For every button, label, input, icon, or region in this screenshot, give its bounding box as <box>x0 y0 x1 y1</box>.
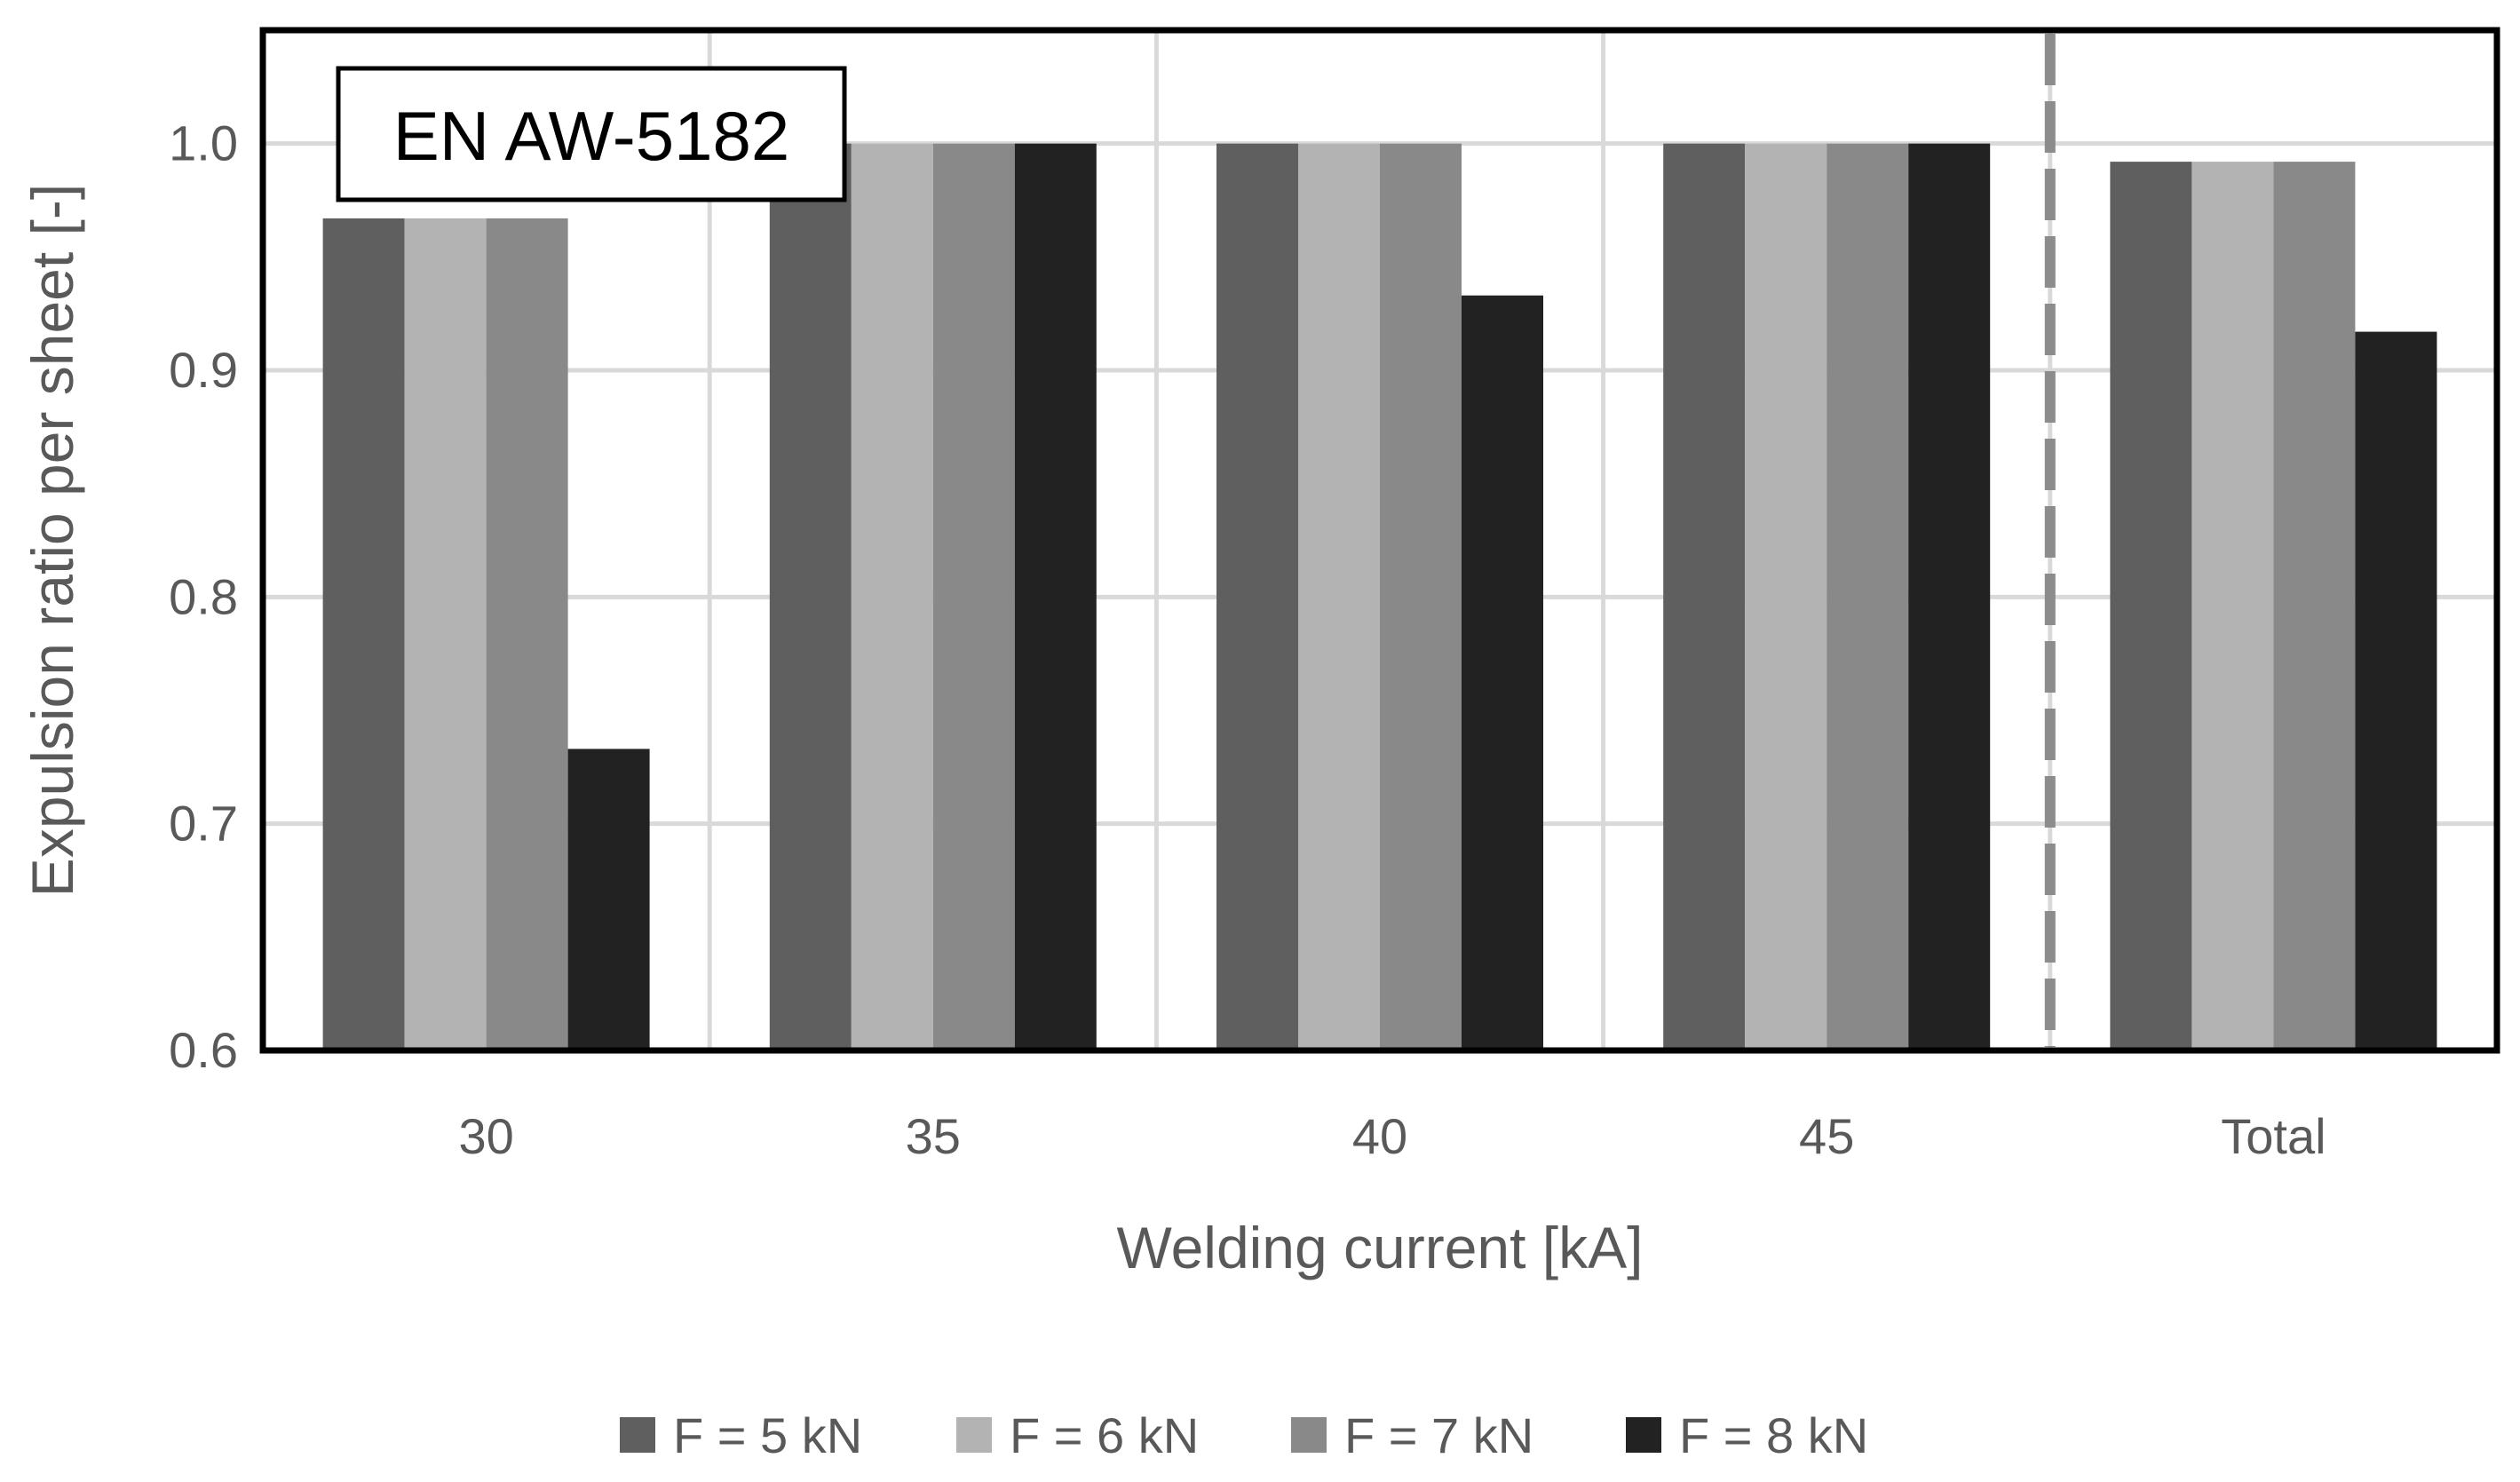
y-axis-title: Expulsion ratio per sheet [-] <box>20 184 85 897</box>
legend-swatch <box>1291 1417 1327 1453</box>
bar-35-f-8-kn <box>1014 143 1097 1050</box>
bar-40-f-6-kn <box>1298 143 1380 1050</box>
legend: F = 5 kN F = 6 kN F = 7 kN F = 8 kN <box>620 1407 1868 1463</box>
y-tick-label: 0.7 <box>169 796 238 852</box>
bar-40-f-7-kn <box>1380 143 1462 1050</box>
bar-30-f-7-kn <box>486 218 568 1051</box>
bar-40-f-5-kn <box>1216 143 1298 1050</box>
legend-label: F = 8 kN <box>1679 1407 1868 1463</box>
bar-30-f-5-kn <box>322 218 405 1051</box>
bar-total-f-8-kn <box>2355 331 2437 1050</box>
x-axis-ticks: 30 35 40 45 Total <box>458 1108 2326 1164</box>
bar-35-f-5-kn <box>769 143 852 1050</box>
y-tick-label: 0.8 <box>169 568 238 624</box>
plot-frame <box>259 27 2500 1054</box>
bar-45-f-5-kn <box>1663 143 1746 1050</box>
bar-45-f-7-kn <box>1827 143 1909 1050</box>
bar-45-f-6-kn <box>1745 143 1827 1050</box>
bar-total-f-5-kn <box>2110 162 2192 1051</box>
y-tick-label: 0.9 <box>169 342 238 398</box>
y-axis-ticks: 0.6 0.7 0.8 0.9 1.0 <box>169 115 238 1078</box>
legend-swatch <box>956 1417 992 1453</box>
x-axis-title: Welding current [kA] <box>1116 1215 1643 1280</box>
bars <box>322 143 2437 1051</box>
y-tick-label: 1.0 <box>169 115 238 171</box>
x-tick-label: 30 <box>458 1108 513 1164</box>
bar-35-f-7-kn <box>932 143 1015 1050</box>
legend-label: F = 7 kN <box>1344 1407 1533 1463</box>
legend-label: F = 5 kN <box>673 1407 862 1463</box>
material-annotation: EN AW-5182 <box>393 97 790 175</box>
legend-swatch <box>1626 1417 1661 1453</box>
bar-30-f-6-kn <box>404 218 487 1051</box>
x-tick-label: Total <box>2221 1108 2326 1164</box>
x-tick-label: 45 <box>1799 1108 1854 1164</box>
legend-label: F = 6 kN <box>1010 1407 1199 1463</box>
annotation-box: EN AW-5182 <box>336 66 847 202</box>
bar-total-f-6-kn <box>2191 162 2274 1051</box>
legend-swatch <box>620 1417 655 1453</box>
bar-35-f-6-kn <box>851 143 933 1050</box>
bar-total-f-7-kn <box>2273 162 2356 1051</box>
bar-30-f-8-kn <box>567 749 650 1050</box>
x-tick-label: 35 <box>906 1108 961 1164</box>
bar-45-f-8-kn <box>1908 143 1991 1050</box>
bar-40-f-8-kn <box>1462 295 1543 1050</box>
x-tick-label: 40 <box>1352 1108 1407 1164</box>
y-tick-label: 0.6 <box>169 1022 238 1078</box>
